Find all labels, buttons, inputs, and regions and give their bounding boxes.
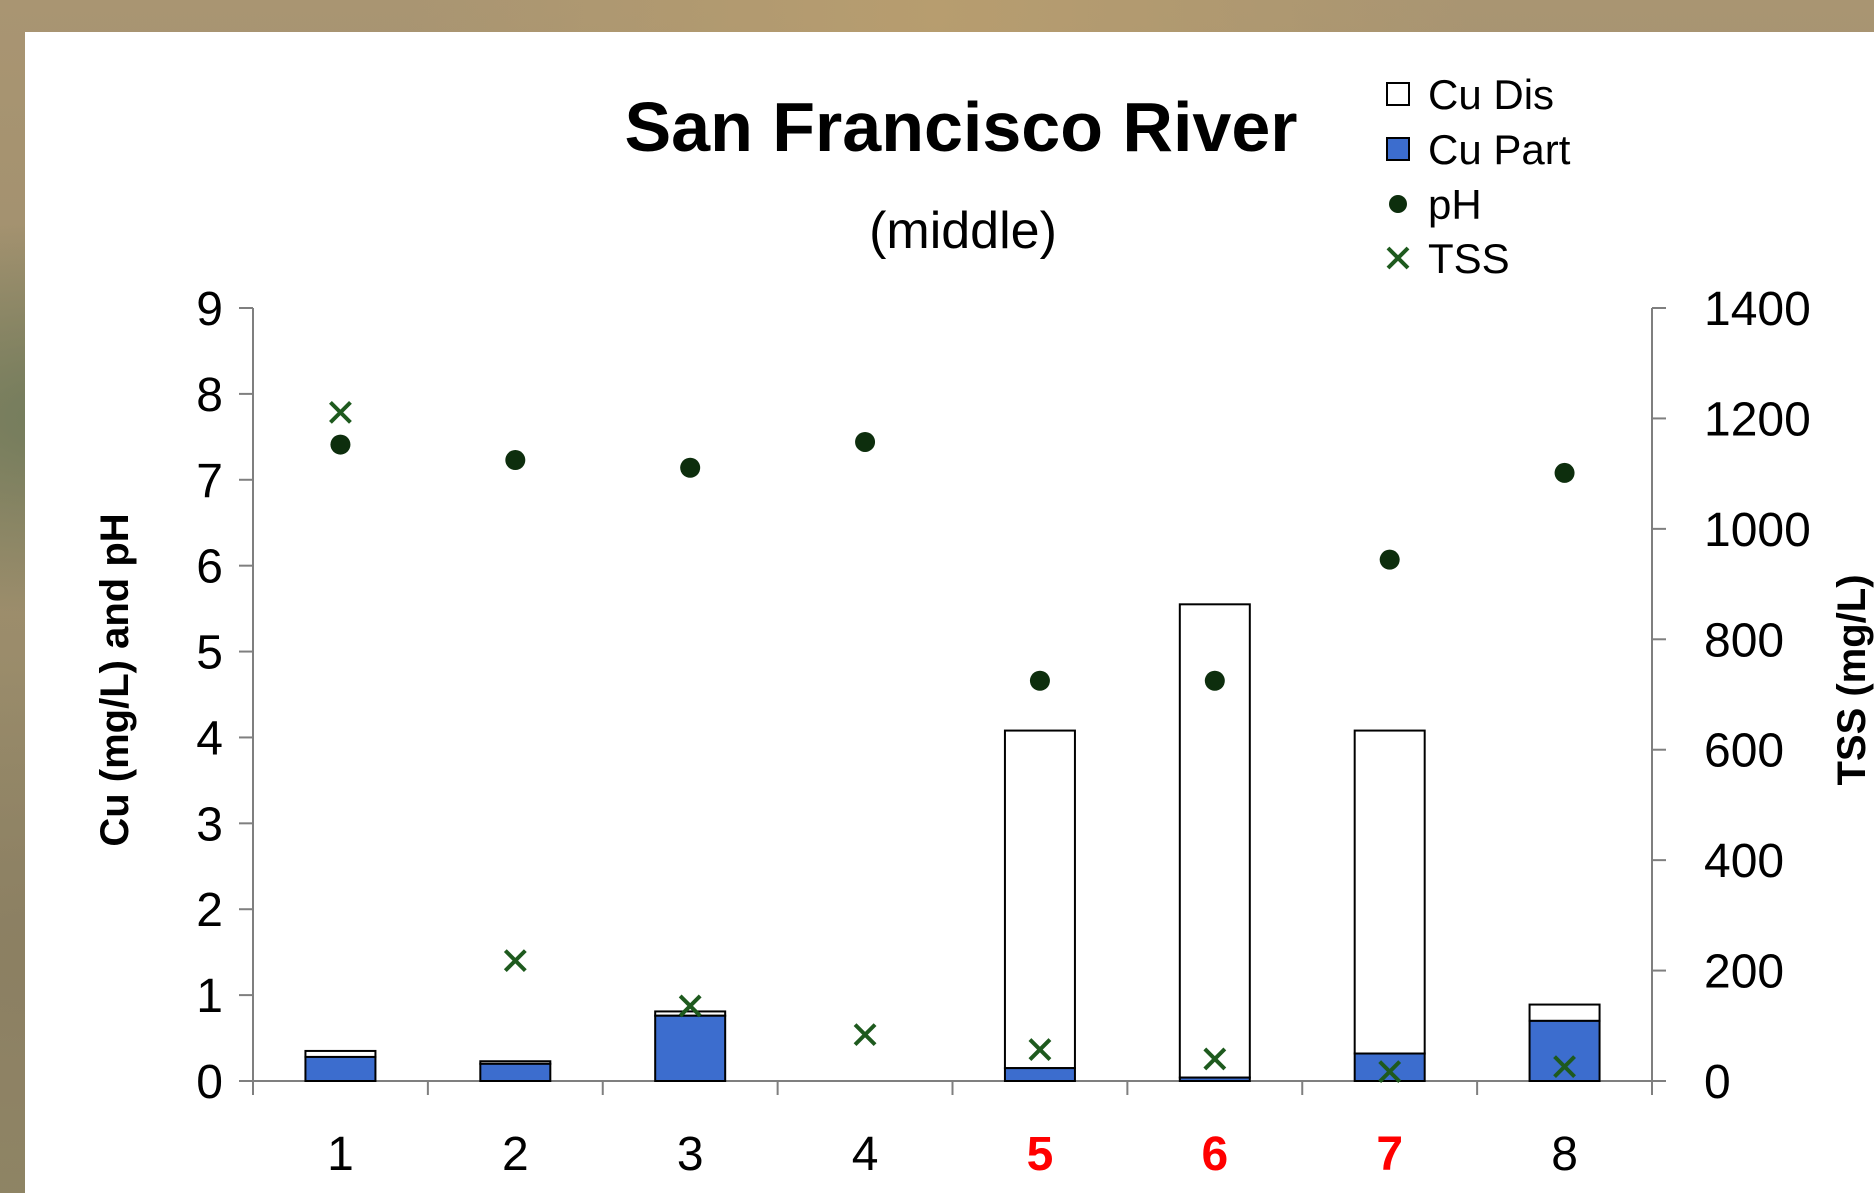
tss-point (1378, 1060, 1402, 1084)
bar-cu-part (304, 1055, 377, 1083)
x-tick-label: 6 (1201, 1128, 1228, 1181)
y-tick-label: 7 (196, 455, 223, 508)
bar-cu-part (1353, 1052, 1426, 1082)
y-tick-label: 9 (196, 283, 223, 336)
bar-cu-part (654, 1014, 727, 1082)
y2-tick-label: 400 (1704, 835, 1784, 888)
x-tick-label: 2 (502, 1128, 529, 1181)
tss-point (1553, 1055, 1576, 1079)
y2-tick-label: 600 (1704, 725, 1784, 778)
legend-marker-cu-part (1386, 137, 1410, 161)
y2-tick-label: 1000 (1704, 504, 1811, 557)
bar-cu-dis (1528, 1003, 1601, 1022)
ph-point (1554, 462, 1575, 483)
y2-tick-label: 200 (1704, 946, 1784, 999)
legend-marker-cu-dis (1386, 82, 1410, 106)
ph-point (505, 450, 526, 471)
ph-point (330, 434, 351, 455)
x-tick-label: 8 (1551, 1128, 1578, 1181)
bar-series (304, 603, 1601, 1083)
ph-point (1379, 549, 1400, 570)
chart-subtitle: (middle) (869, 202, 1057, 260)
y-tick-label: 6 (196, 541, 223, 594)
legend-label: TSS (1428, 235, 1510, 282)
x-tick-label: 7 (1376, 1128, 1403, 1181)
bar-cu-dis (1353, 729, 1426, 1055)
bar-cu-part (1528, 1019, 1601, 1083)
x-axis: 1 2 3 4 5 6 7 8 (252, 1080, 1653, 1181)
y2-axis: 0 200 400 600 800 1000 1200 1400 (1651, 283, 1811, 1109)
x-tick-label: 4 (852, 1128, 879, 1181)
x-tick-label: 3 (677, 1128, 704, 1181)
y-tick-label: 8 (196, 369, 223, 422)
y2-axis-title: TSS (mg/L) (1830, 574, 1874, 785)
bar-cu-part (1178, 1076, 1251, 1083)
y-tick-label: 0 (196, 1056, 223, 1109)
y-axis: 0 1 2 3 4 5 6 7 8 9 (196, 283, 254, 1109)
legend: Cu Dis Cu Part pH TSS (1386, 71, 1571, 282)
tss-point (1028, 1038, 1052, 1061)
legend-label: Cu Dis (1428, 71, 1554, 118)
tss-point (678, 994, 702, 1018)
y2-tick-label: 0 (1704, 1056, 1731, 1109)
x-tick-label: 5 (1027, 1128, 1054, 1181)
y-tick-label: 2 (196, 884, 223, 937)
y2-tick-label: 800 (1704, 614, 1784, 667)
tss-point (1203, 1047, 1227, 1071)
tss-point (853, 1023, 877, 1047)
y2-tick-label: 1400 (1704, 283, 1811, 336)
ph-point (1204, 670, 1225, 691)
y-tick-label: 4 (196, 712, 223, 765)
y2-tick-label: 1200 (1704, 393, 1811, 446)
point-series (329, 400, 1576, 1084)
ph-point (1029, 670, 1050, 691)
legend-marker-ph (1389, 195, 1407, 213)
chart-panel (25, 32, 1874, 1193)
y-tick-label: 1 (196, 970, 223, 1023)
bar-cu-part (479, 1062, 552, 1083)
legend-label: Cu Part (1428, 126, 1571, 173)
tss-point (503, 949, 527, 973)
bar-cu-dis (1003, 729, 1076, 1070)
ph-point (855, 431, 876, 452)
y-axis-title: Cu (mg/L) and pH (93, 513, 137, 846)
y-tick-label: 3 (196, 798, 223, 851)
ph-point (680, 457, 701, 478)
legend-label: pH (1428, 181, 1482, 228)
chart-title: San Francisco River (624, 88, 1297, 166)
y-tick-label: 5 (196, 627, 223, 680)
legend-marker-tss (1386, 246, 1410, 270)
x-tick-label: 1 (327, 1128, 354, 1181)
tss-point (329, 400, 352, 424)
bar-cu-part (1003, 1067, 1076, 1083)
